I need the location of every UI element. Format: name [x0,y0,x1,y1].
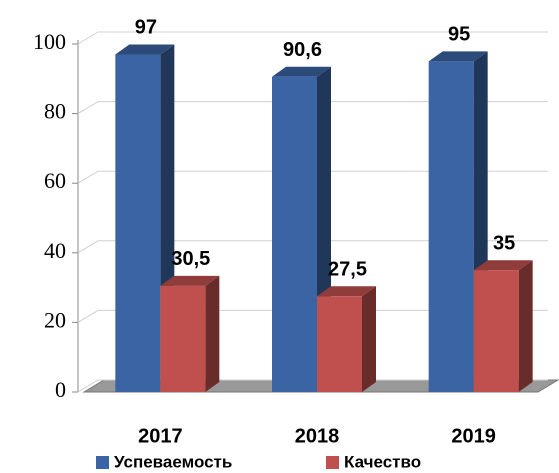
bar [473,270,519,392]
y-tick-label: 20 [44,307,66,332]
value-label: 27,5 [328,259,367,281]
bar-top [473,260,533,271]
x-tick-label: 2018 [295,425,340,447]
legend-label: Успеваемость [114,452,232,471]
y-tick-label: 40 [44,238,66,263]
bar-top [428,51,488,62]
bar-top [160,275,220,286]
y-tick-label: 60 [44,168,66,193]
bar-side [362,286,376,392]
value-label: 97 [135,17,157,39]
grid-line [77,240,548,254]
y-tick-label: 0 [55,377,66,402]
value-label: 30,5 [171,248,210,270]
bar-top [272,66,331,77]
grid-line [77,379,548,393]
bar [160,285,206,392]
grid-line [77,309,548,323]
bar-top [115,44,175,55]
y-tick-label: 80 [44,99,66,124]
bar-side [205,275,220,392]
y-tick-label: 100 [33,29,66,54]
legend-swatch [96,456,109,469]
legend-swatch [326,456,339,469]
bar-side [518,260,533,392]
bar [115,54,161,392]
x-tick-label: 2019 [451,425,496,447]
bar [317,296,362,392]
grid-line [77,170,548,184]
legend-label: Качество [344,452,421,471]
value-label: 90,6 [283,39,322,61]
bar [272,76,317,392]
value-label: 35 [493,232,515,254]
grid-line [77,101,548,115]
grid-line [77,31,548,45]
value-label: 95 [448,24,470,46]
x-tick-label: 2017 [138,425,183,447]
bar [428,61,474,393]
bar-top [317,286,376,297]
